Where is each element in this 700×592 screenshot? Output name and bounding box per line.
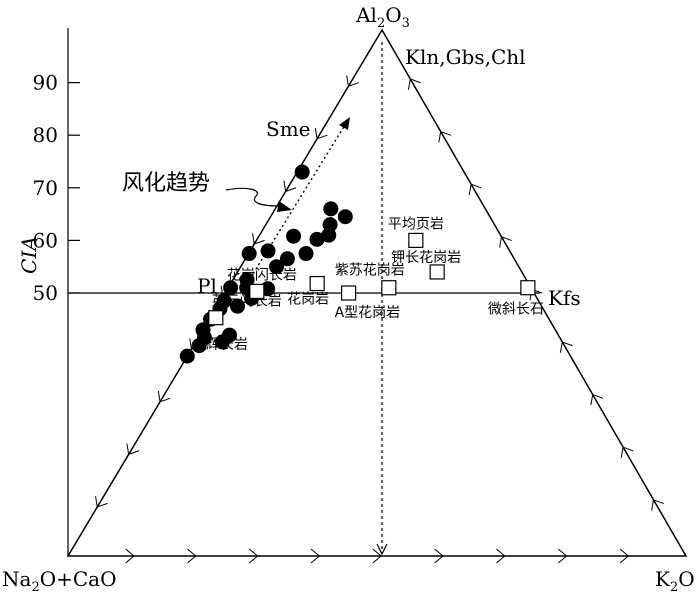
edge-tick-right	[559, 341, 573, 353]
reference-marker	[341, 285, 357, 301]
sample-point	[216, 293, 232, 309]
end-member-labels: Al2O3 Na2O+CaO K2O Kln,Gbs,Chl Sme Pl Kf…	[2, 3, 695, 592]
vertex-label-al2o3: Al2O3	[355, 3, 410, 31]
edge-tick-bottom	[248, 548, 259, 564]
edge-tick-left	[126, 443, 140, 456]
sample-point	[337, 209, 353, 225]
reference-marker	[208, 310, 224, 326]
reference-label: 钾长花岗岩	[391, 250, 461, 266]
trend-connector-head	[277, 201, 292, 212]
sample-point	[269, 259, 285, 275]
weathering-trend-label: 风化趋势	[122, 171, 210, 196]
edge-tick-right	[468, 183, 482, 196]
edge-tick-bottom	[434, 548, 444, 564]
standalone-rock-label: 辉长岩	[206, 337, 248, 353]
sample-point	[294, 164, 310, 180]
cia-tick-label: 70	[33, 176, 58, 200]
edge-tick-bottom	[125, 548, 135, 564]
end-member-label-pl: Pl	[197, 274, 217, 298]
edge-tick-bottom	[619, 548, 630, 564]
sample-point	[196, 330, 212, 346]
edge-tick-bottom	[496, 548, 506, 564]
sample-point	[322, 217, 338, 233]
cia-axis-title: CIA	[17, 236, 41, 274]
vertex-label-k2o: K2O	[655, 567, 695, 592]
reference-marker	[309, 275, 325, 292]
end-member-label-kfs: Kfs	[548, 286, 581, 310]
reference-marker	[249, 283, 265, 300]
sample-points	[179, 164, 353, 364]
reference-marker	[408, 232, 424, 248]
edge-tick-right	[590, 393, 604, 406]
edge-tick-left	[283, 180, 297, 193]
reference-label: 微斜长石	[488, 302, 544, 318]
edge-tick-bottom	[310, 548, 321, 564]
cia-tick-label: 50	[33, 281, 58, 305]
reference-marker	[520, 280, 536, 296]
sample-point	[230, 298, 246, 314]
edge-tick-bottom	[187, 548, 197, 564]
sample-point	[279, 251, 295, 267]
edge-tick-right	[620, 446, 634, 459]
cia-tick-label: 90	[33, 71, 58, 95]
sample-point	[241, 246, 257, 262]
sample-point	[239, 272, 255, 288]
vertex-label-na2o-cao: Na2O+CaO	[2, 567, 117, 592]
sample-point	[179, 348, 195, 364]
ternary-triangle	[66, 28, 688, 564]
reference-label: 平均页岩	[388, 216, 444, 232]
cia-tick-label: 80	[33, 123, 58, 147]
edge-tick-bottom	[557, 548, 568, 564]
reference-label: 紫苏花岗岩	[335, 263, 405, 279]
end-member-label-sme: Sme	[266, 117, 311, 141]
sample-point	[286, 228, 302, 244]
trend-connector	[225, 187, 281, 207]
sample-point	[223, 280, 239, 296]
sample-point	[298, 246, 314, 262]
edge-tick-right	[499, 236, 512, 248]
trend-arrow-head	[339, 117, 350, 130]
edge-tick-left	[346, 75, 359, 87]
edge-tick-left	[314, 127, 328, 140]
sample-point	[260, 243, 276, 259]
edge-tick-right	[438, 130, 452, 143]
reference-label: 花岗闪长岩	[227, 267, 297, 283]
reference-marker	[381, 280, 397, 296]
reference-label: A型花岗岩	[335, 305, 401, 321]
reference-label: 花岗岩	[287, 292, 329, 308]
edge-tick-left	[157, 390, 171, 403]
end-member-label-kln-gbs-chl: Kln,Gbs,Chl	[405, 45, 526, 69]
edge-tick-right	[407, 78, 421, 90]
reference-marker	[429, 264, 445, 280]
cia-tick-label: 60	[33, 228, 58, 252]
edge-tick-bottom	[372, 548, 382, 564]
median-arrowhead	[376, 543, 388, 556]
edge-tick-left	[95, 496, 108, 508]
edge-tick-left	[252, 233, 265, 245]
reference-label: 英云闪长岩	[212, 293, 282, 310]
sample-point	[309, 231, 325, 247]
sample-point	[222, 327, 238, 343]
sample-point	[323, 201, 339, 217]
cia-axis: 50 60 70 80 90	[33, 28, 80, 556]
edge-tick-right	[651, 499, 664, 511]
